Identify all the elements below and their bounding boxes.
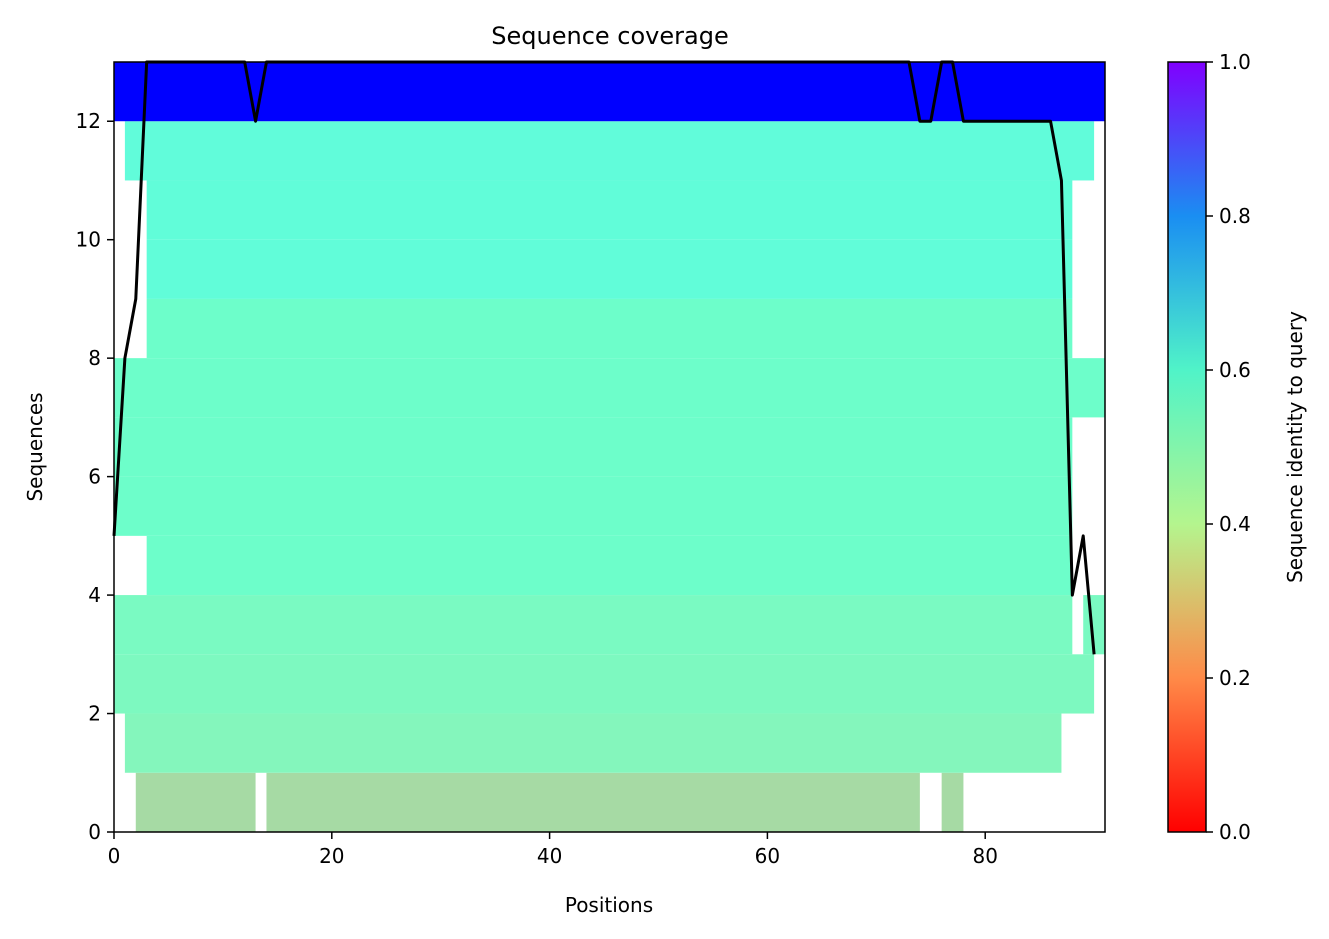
coverage-bar-row-2-seg-0	[114, 654, 1095, 714]
y-axis-label: Sequences	[23, 392, 47, 501]
y-tick-label: 12	[76, 109, 101, 133]
colorbar-tick-label: 0.0	[1219, 820, 1251, 844]
colorbar	[1167, 61, 1207, 833]
x-tick-label: 20	[319, 844, 344, 868]
x-axis-label: Positions	[565, 893, 653, 917]
x-tick-label: 80	[972, 844, 997, 868]
coverage-bar-row-4-seg-0	[146, 535, 1073, 596]
colorbar-tick-label: 1.0	[1219, 50, 1251, 74]
coverage-bar-row-0-seg-1	[266, 772, 920, 832]
coverage-line-group	[112, 60, 1096, 655]
colorbar-ticks: 0.0 0.2 0.4 0.6 0.8 1.0	[1206, 50, 1251, 844]
y-tick-label: 4	[88, 583, 101, 607]
coverage-bars	[114, 62, 1105, 832]
coverage-bar-row-3-seg-0	[114, 595, 1073, 655]
plot-frame	[113, 61, 1106, 833]
y-tick-label: 6	[88, 465, 101, 489]
colorbar-tick-label: 0.2	[1219, 666, 1251, 690]
coverage-bar-row-8-seg-0	[146, 298, 1073, 359]
y-tick-label: 0	[88, 820, 101, 844]
coverage-bar-row-0-seg-2	[941, 772, 964, 832]
coverage-bar-row-7-seg-0	[114, 358, 1105, 418]
x-axis: 0 20 40 60 80	[108, 832, 998, 868]
x-tick-label: 40	[537, 844, 562, 868]
y-tick-label: 10	[76, 228, 101, 252]
coverage-line	[112, 60, 1096, 655]
coverage-bar-row-0-seg-0	[135, 772, 256, 832]
y-tick-label: 2	[88, 702, 101, 726]
coverage-bar-row-6-seg-0	[114, 417, 1073, 477]
coverage-bar-row-11-seg-0	[124, 121, 1095, 181]
y-tick-label: 8	[88, 346, 101, 370]
coverage-bar-row-5-seg-0	[114, 476, 1073, 536]
coverage-bar-row-9-seg-0	[146, 239, 1073, 299]
coverage-bar-row-1-seg-0	[124, 713, 1062, 773]
y-axis: 0 2 4 6 8 10 12	[76, 109, 114, 844]
colorbar-tick-label: 0.4	[1219, 512, 1251, 536]
coverage-bar-row-10-seg-0	[146, 180, 1073, 240]
colorbar-label: Sequence identity to query	[1283, 311, 1307, 583]
colorbar-tick-label: 0.6	[1219, 358, 1251, 382]
chart-title: Sequence coverage	[491, 22, 728, 50]
x-tick-label: 0	[108, 844, 121, 868]
x-tick-label: 60	[755, 844, 780, 868]
colorbar-tick-label: 0.8	[1219, 204, 1251, 228]
coverage-bar-row-12-seg-0	[114, 62, 1105, 122]
